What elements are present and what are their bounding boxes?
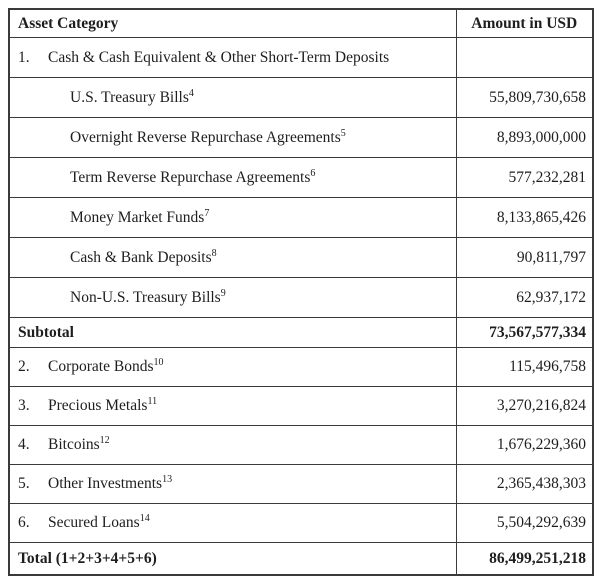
row-label: Secured Loans: [48, 514, 140, 531]
row-label: Subtotal: [18, 323, 74, 341]
footnote-ref: 12: [99, 434, 110, 446]
row-number: 6.: [18, 514, 30, 531]
row-label: Cash & Cash Equivalent & Other Short-Ter…: [48, 48, 390, 66]
row-label: Non-U.S. Treasury Bills: [70, 288, 221, 306]
amount-cell: 8,893,000,000: [455, 117, 594, 158]
row-number: 4.: [18, 436, 30, 453]
asset-reserves-table: Asset Category Amount in USD 1. Cash & Ca…: [8, 8, 594, 576]
footnote-ref: 7: [204, 207, 210, 219]
table-row-other-investments: 5. Other Investments13 2,365,438,303: [8, 464, 594, 504]
footnote-ref: 5: [340, 127, 346, 139]
table-row-overnight-reverse-repo: Overnight Reverse Repurchase Agreements5…: [8, 117, 594, 158]
footnote-ref: 6: [310, 167, 316, 179]
asset-category-cell: Total (1+2+3+4+5+6): [8, 542, 457, 576]
asset-category-cell: 4. Bitcoins12: [8, 425, 457, 465]
footnote-ref: 8: [211, 247, 217, 259]
row-label: Cash & Bank Deposits: [70, 248, 212, 266]
row-number: 2.: [18, 358, 30, 375]
table-row-secured-loans: 6. Secured Loans14 5,504,292,639: [8, 503, 594, 543]
asset-category-cell: 2. Corporate Bonds10: [8, 347, 457, 387]
asset-category-cell: 1. Cash & Cash Equivalent & Other Short-T…: [8, 37, 457, 78]
asset-category-cell: Subtotal: [8, 317, 457, 348]
table-row-non-us-treasury-bills: Non-U.S. Treasury Bills9 62,937,172: [8, 277, 594, 318]
row-label: Total (1+2+3+4+5+6): [18, 549, 157, 567]
row-label: U.S. Treasury Bills: [70, 88, 189, 106]
table-row-us-treasury-bills: U.S. Treasury Bills4 55,809,730,658: [8, 77, 594, 118]
table-row-precious-metals: 3. Precious Metals11 3,270,216,824: [8, 386, 594, 426]
asset-category-cell: Cash & Bank Deposits8: [8, 237, 457, 278]
amount-cell: 2,365,438,303: [455, 464, 594, 504]
amount-cell: 90,811,797: [455, 237, 594, 278]
table-row-bitcoins: 4. Bitcoins12 1,676,229,360: [8, 425, 594, 465]
table-row-term-reverse-repo: Term Reverse Repurchase Agreements6 577,…: [8, 157, 594, 198]
row-label: Precious Metals: [48, 397, 148, 414]
table-header-row: Asset Category Amount in USD: [8, 8, 594, 38]
asset-category-cell: 6. Secured Loans14: [8, 503, 457, 543]
table-row-cash-bank-deposits: Cash & Bank Deposits8 90,811,797: [8, 237, 594, 278]
amount-cell: 8,133,865,426: [455, 197, 594, 238]
row-label: Money Market Funds: [70, 208, 205, 226]
amount-cell: 86,499,251,218: [455, 542, 594, 576]
row-label: Term Reverse Repurchase Agreements: [70, 168, 311, 186]
amount-cell: 1,676,229,360: [455, 425, 594, 465]
row-label: Corporate Bonds: [48, 358, 154, 375]
row-label: Bitcoins: [48, 436, 100, 453]
asset-category-cell: Money Market Funds7: [8, 197, 457, 238]
row-number: 1.: [18, 48, 30, 66]
table-row-section-cash: 1. Cash & Cash Equivalent & Other Short-T…: [8, 37, 594, 78]
amount-cell: [455, 37, 594, 78]
amount-cell: 115,496,758: [455, 347, 594, 387]
table-row-money-market-funds: Money Market Funds7 8,133,865,426: [8, 197, 594, 238]
asset-category-cell: Term Reverse Repurchase Agreements6: [8, 157, 457, 198]
row-number: 5.: [18, 475, 30, 492]
column-header-asset-category: Asset Category: [8, 8, 457, 38]
table-row-corporate-bonds: 2. Corporate Bonds10 115,496,758: [8, 347, 594, 387]
amount-cell: 55,809,730,658: [455, 77, 594, 118]
amount-cell: 5,504,292,639: [455, 503, 594, 543]
row-number: 3.: [18, 397, 30, 414]
footnote-ref: 4: [188, 87, 194, 99]
footnote-ref: 14: [139, 512, 150, 524]
table-row-subtotal: Subtotal 73,567,577,334: [8, 317, 594, 348]
column-header-amount-in-usd: Amount in USD: [455, 8, 594, 38]
table-row-total: Total (1+2+3+4+5+6) 86,499,251,218: [8, 542, 594, 576]
amount-cell: 73,567,577,334: [455, 317, 594, 348]
footnote-ref: 10: [153, 356, 164, 368]
amount-cell: 62,937,172: [455, 277, 594, 318]
asset-category-cell: Non-U.S. Treasury Bills9: [8, 277, 457, 318]
amount-cell: 3,270,216,824: [455, 386, 594, 426]
footnote-ref: 11: [147, 395, 158, 407]
asset-category-cell: Overnight Reverse Repurchase Agreements5: [8, 117, 457, 158]
asset-category-cell: 5. Other Investments13: [8, 464, 457, 504]
amount-cell: 577,232,281: [455, 157, 594, 198]
row-label: Other Investments: [48, 475, 163, 492]
footnote-ref: 13: [162, 473, 173, 485]
row-label: Overnight Reverse Repurchase Agreements: [70, 128, 341, 146]
asset-category-cell: U.S. Treasury Bills4: [8, 77, 457, 118]
footnote-ref: 9: [220, 287, 226, 299]
asset-category-cell: 3. Precious Metals11: [8, 386, 457, 426]
